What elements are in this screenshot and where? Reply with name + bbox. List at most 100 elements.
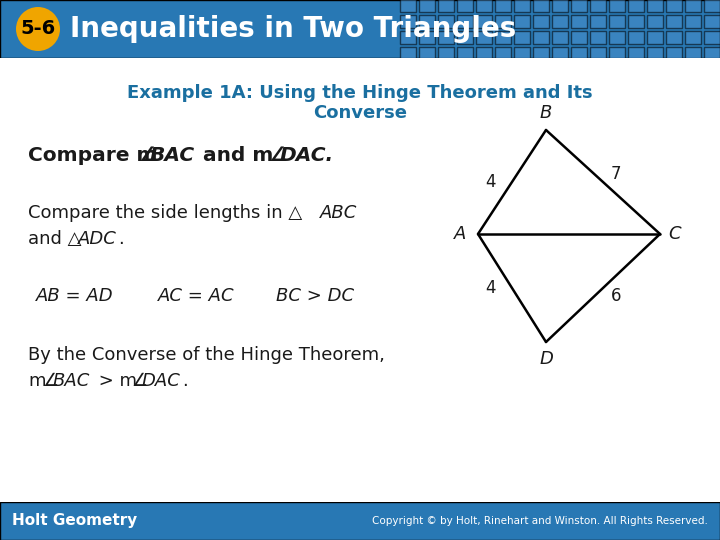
- FancyBboxPatch shape: [495, 47, 511, 60]
- FancyBboxPatch shape: [438, 0, 454, 12]
- FancyBboxPatch shape: [666, 0, 682, 12]
- FancyBboxPatch shape: [647, 15, 663, 28]
- FancyBboxPatch shape: [685, 15, 701, 28]
- FancyBboxPatch shape: [552, 31, 568, 44]
- FancyBboxPatch shape: [533, 0, 549, 12]
- FancyBboxPatch shape: [590, 0, 606, 12]
- FancyBboxPatch shape: [590, 47, 606, 60]
- FancyBboxPatch shape: [533, 15, 549, 28]
- FancyBboxPatch shape: [400, 47, 416, 60]
- Text: 7: 7: [611, 165, 621, 183]
- Circle shape: [16, 7, 60, 51]
- Text: BAC: BAC: [53, 372, 91, 390]
- Text: m: m: [28, 372, 45, 390]
- FancyBboxPatch shape: [628, 15, 644, 28]
- FancyBboxPatch shape: [457, 0, 473, 12]
- Text: 6: 6: [611, 287, 621, 305]
- FancyBboxPatch shape: [0, 502, 720, 540]
- FancyBboxPatch shape: [609, 15, 625, 28]
- Text: 4: 4: [485, 173, 496, 191]
- FancyBboxPatch shape: [514, 47, 530, 60]
- Text: 5-6: 5-6: [20, 19, 55, 38]
- FancyBboxPatch shape: [457, 31, 473, 44]
- FancyBboxPatch shape: [685, 0, 701, 12]
- FancyBboxPatch shape: [571, 0, 587, 12]
- FancyBboxPatch shape: [438, 31, 454, 44]
- FancyBboxPatch shape: [476, 47, 492, 60]
- Text: BC > DC: BC > DC: [276, 287, 354, 305]
- FancyBboxPatch shape: [685, 47, 701, 60]
- Text: Holt Geometry: Holt Geometry: [12, 514, 138, 529]
- FancyBboxPatch shape: [419, 47, 435, 60]
- FancyBboxPatch shape: [704, 15, 720, 28]
- FancyBboxPatch shape: [609, 47, 625, 60]
- FancyBboxPatch shape: [495, 15, 511, 28]
- Text: ADC: ADC: [78, 230, 117, 248]
- FancyBboxPatch shape: [476, 15, 492, 28]
- FancyBboxPatch shape: [514, 31, 530, 44]
- FancyBboxPatch shape: [552, 15, 568, 28]
- FancyBboxPatch shape: [0, 0, 720, 58]
- FancyBboxPatch shape: [571, 15, 587, 28]
- FancyBboxPatch shape: [438, 47, 454, 60]
- Text: B: B: [540, 104, 552, 122]
- FancyBboxPatch shape: [609, 31, 625, 44]
- Text: By the Converse of the Hinge Theorem,: By the Converse of the Hinge Theorem,: [28, 346, 385, 364]
- FancyBboxPatch shape: [609, 0, 625, 12]
- FancyBboxPatch shape: [514, 15, 530, 28]
- FancyBboxPatch shape: [628, 31, 644, 44]
- Text: A: A: [454, 225, 466, 243]
- FancyBboxPatch shape: [704, 47, 720, 60]
- Text: C: C: [668, 225, 680, 243]
- FancyBboxPatch shape: [533, 31, 549, 44]
- FancyBboxPatch shape: [666, 47, 682, 60]
- FancyBboxPatch shape: [419, 31, 435, 44]
- FancyBboxPatch shape: [685, 31, 701, 44]
- Text: Inequalities in Two Triangles: Inequalities in Two Triangles: [70, 15, 516, 43]
- Text: Example 1A: Using the Hinge Theorem and Its: Example 1A: Using the Hinge Theorem and …: [127, 84, 593, 102]
- Text: Converse: Converse: [313, 104, 407, 122]
- Text: .: .: [118, 230, 124, 248]
- Text: AB = AD: AB = AD: [36, 287, 114, 305]
- FancyBboxPatch shape: [419, 15, 435, 28]
- Text: ABC: ABC: [320, 204, 357, 222]
- Text: BAC: BAC: [150, 146, 195, 165]
- FancyBboxPatch shape: [590, 15, 606, 28]
- FancyBboxPatch shape: [495, 31, 511, 44]
- FancyBboxPatch shape: [628, 47, 644, 60]
- FancyBboxPatch shape: [400, 31, 416, 44]
- FancyBboxPatch shape: [514, 0, 530, 12]
- FancyBboxPatch shape: [571, 47, 587, 60]
- Text: AC = AC: AC = AC: [158, 287, 235, 305]
- Text: DAC: DAC: [142, 372, 181, 390]
- FancyBboxPatch shape: [476, 31, 492, 44]
- FancyBboxPatch shape: [666, 31, 682, 44]
- Text: Compare m: Compare m: [28, 146, 158, 165]
- Text: D: D: [539, 350, 553, 368]
- FancyBboxPatch shape: [419, 0, 435, 12]
- FancyBboxPatch shape: [590, 31, 606, 44]
- FancyBboxPatch shape: [457, 15, 473, 28]
- FancyBboxPatch shape: [704, 31, 720, 44]
- Text: ∠: ∠: [131, 372, 147, 390]
- FancyBboxPatch shape: [666, 15, 682, 28]
- Text: and △: and △: [28, 230, 81, 248]
- Text: and m: and m: [196, 146, 274, 165]
- FancyBboxPatch shape: [495, 0, 511, 12]
- FancyBboxPatch shape: [647, 0, 663, 12]
- Text: DAC.: DAC.: [280, 146, 334, 165]
- FancyBboxPatch shape: [647, 47, 663, 60]
- Text: ∠: ∠: [268, 146, 286, 165]
- Text: ∠: ∠: [42, 372, 58, 390]
- FancyBboxPatch shape: [438, 15, 454, 28]
- FancyBboxPatch shape: [628, 0, 644, 12]
- FancyBboxPatch shape: [552, 47, 568, 60]
- FancyBboxPatch shape: [552, 0, 568, 12]
- FancyBboxPatch shape: [476, 0, 492, 12]
- FancyBboxPatch shape: [533, 47, 549, 60]
- Text: Copyright © by Holt, Rinehart and Winston. All Rights Reserved.: Copyright © by Holt, Rinehart and Winsto…: [372, 516, 708, 526]
- Text: 4: 4: [485, 279, 496, 297]
- FancyBboxPatch shape: [457, 47, 473, 60]
- FancyBboxPatch shape: [647, 31, 663, 44]
- FancyBboxPatch shape: [400, 15, 416, 28]
